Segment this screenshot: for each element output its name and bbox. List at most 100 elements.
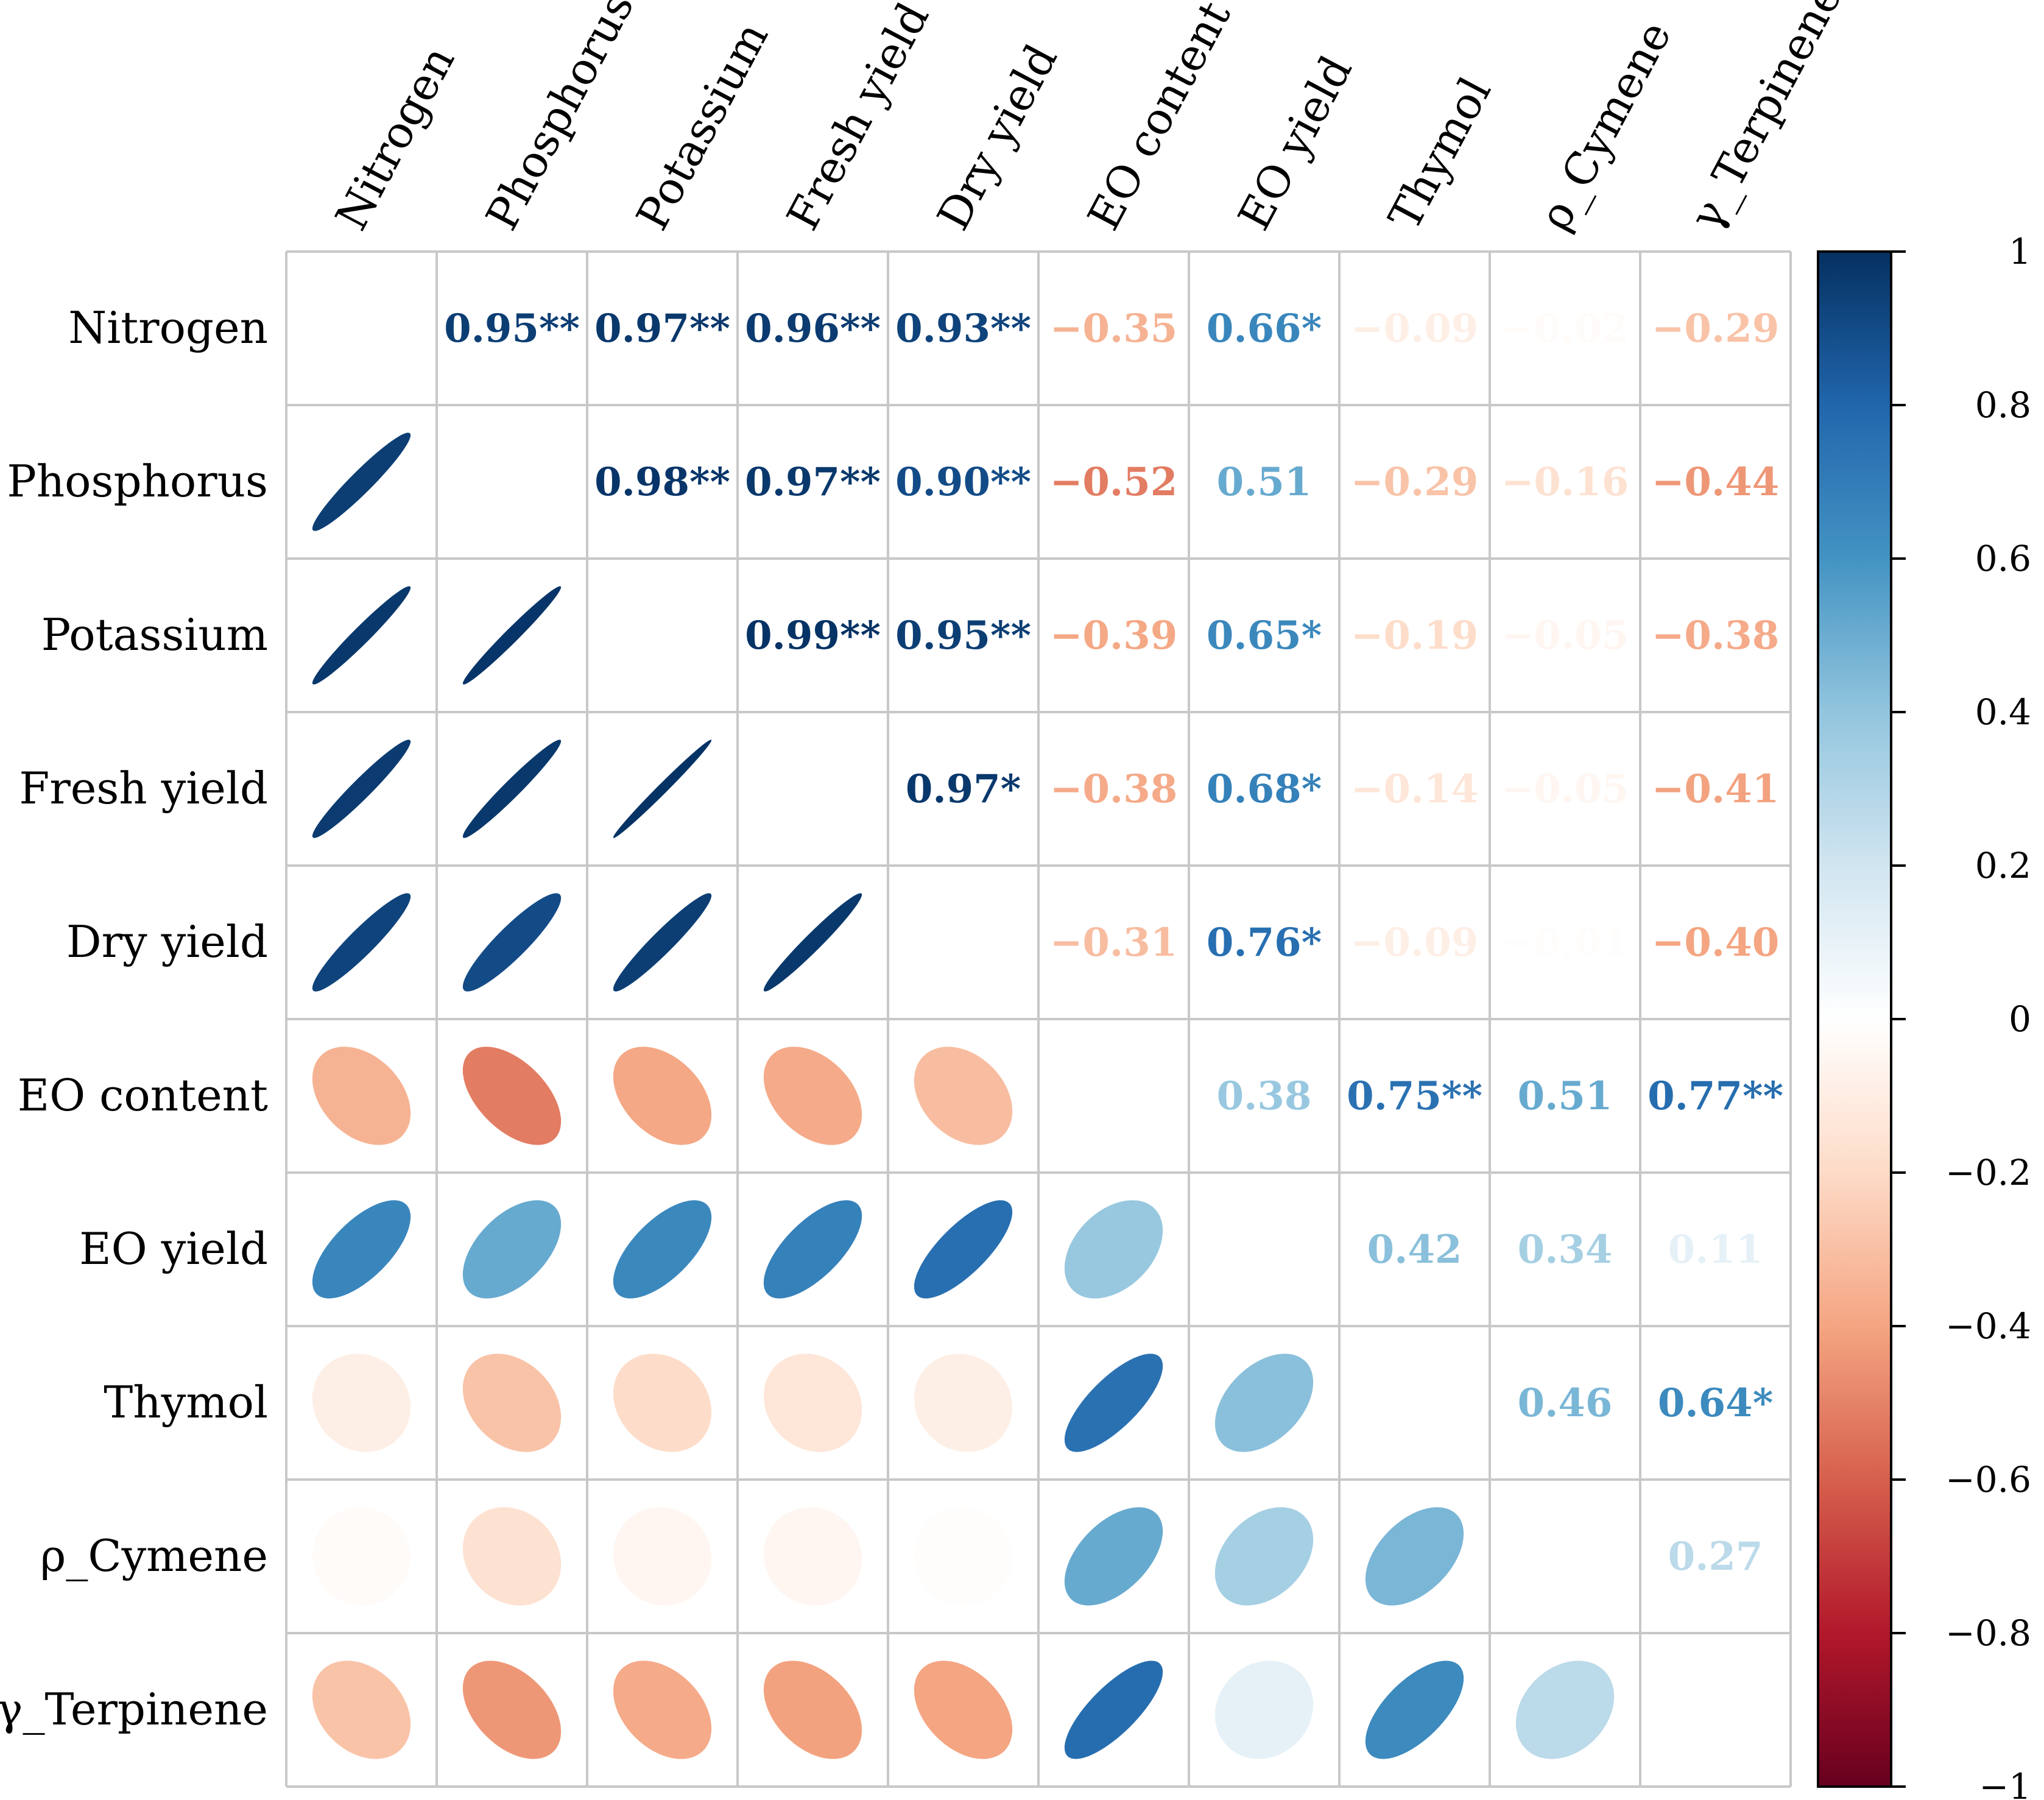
corr-label: −0.05 <box>1501 766 1629 812</box>
corr-label: −0.09 <box>1351 920 1479 965</box>
ellipse-EO yield-Fresh yield <box>763 1200 862 1299</box>
row-label: ρ_Cymene <box>40 1530 268 1581</box>
column-label: EO yield <box>1228 48 1362 238</box>
corr-label: −0.16 <box>1501 459 1629 505</box>
colorbar-tick-label: −1 <box>1979 1766 2032 1800</box>
ellipse-Dry yield-Fresh yield <box>763 893 862 992</box>
ellipse-Fresh yield-Nitrogen <box>312 739 411 838</box>
corr-label: 0.66* <box>1207 306 1322 351</box>
colorbar-tick-label: 0.8 <box>1975 384 2031 426</box>
row-label: Fresh yield <box>19 763 268 814</box>
colorbar-tick-label: −0.2 <box>1945 1152 2031 1193</box>
ellipse-Thymol-EO yield <box>1214 1354 1314 1452</box>
corr-label: −0.38 <box>1050 766 1178 812</box>
colorbar-tick-label: −0.4 <box>1945 1305 2031 1347</box>
row-label: EO yield <box>79 1223 268 1274</box>
corr-label: 0.51 <box>1217 459 1312 505</box>
column-label: Potassium <box>626 14 778 238</box>
corr-label: 0.64* <box>1658 1380 1773 1426</box>
corr-label: 0.65* <box>1207 613 1322 658</box>
ellipse-γ_Terpinene-EO yield <box>1214 1661 1314 1759</box>
corr-label: 0.76* <box>1207 920 1322 965</box>
ellipse-γ_Terpinene-ρ_Cymene <box>1515 1661 1615 1759</box>
corr-label: 0.95** <box>444 306 580 351</box>
corr-label: 0.93** <box>895 306 1031 351</box>
corr-label: 0.51 <box>1518 1073 1613 1119</box>
corr-label: 0.95** <box>895 613 1031 658</box>
ellipse-ρ_Cymene-Thymol <box>1365 1507 1464 1606</box>
ellipse-EO content-Dry yield <box>914 1046 1013 1145</box>
corr-label: −0.02 <box>1501 306 1629 351</box>
ellipse-ρ_Cymene-Phosphorus <box>462 1507 562 1606</box>
corr-label: 0.27 <box>1668 1534 1763 1579</box>
column-label: Fresh yield <box>777 0 939 238</box>
ellipse-Potassium-Phosphorus <box>462 586 562 685</box>
corr-label: 0.68* <box>1207 766 1322 812</box>
ellipse-Dry yield-Phosphorus <box>462 893 562 992</box>
ellipse-γ_Terpinene-Nitrogen <box>312 1661 411 1759</box>
corr-label: 0.75** <box>1347 1073 1482 1119</box>
ellipse-EO content-Phosphorus <box>462 1046 562 1145</box>
grid <box>285 250 1792 1788</box>
corr-label: 0.97** <box>745 459 881 505</box>
corr-label: 0.98** <box>594 459 730 505</box>
colorbar: 1 0.8 0.6 0.4 0.2 0 −0.2 −0.4 −0.6 −0.8 −1 <box>1817 231 2032 1800</box>
ellipse-EO yield-Potassium <box>613 1200 712 1299</box>
ellipse-ρ_Cymene-EO content <box>1064 1507 1163 1606</box>
corr-label: −0.29 <box>1652 306 1780 351</box>
corr-label: 0.97* <box>906 766 1021 812</box>
corr-label: −0.09 <box>1351 306 1479 351</box>
ellipse-ρ_Cymene-Nitrogen <box>312 1507 411 1606</box>
matrix-cells: 0.95** 0.97** 0.96** 0.93** −0.35 0.66* −0.09−… <box>312 306 1783 1759</box>
ellipse-γ_Terpinene-EO content <box>1064 1661 1163 1759</box>
ellipse-Dry yield-Nitrogen <box>312 893 411 992</box>
corr-label: 0.38 <box>1217 1073 1312 1119</box>
corr-label: −0.35 <box>1050 306 1178 351</box>
ellipse-Dry yield-Potassium <box>613 893 712 992</box>
corr-label: 0.96** <box>745 306 881 351</box>
row-label: γ_Terpinene <box>0 1684 268 1735</box>
ellipse-EO yield-Nitrogen <box>312 1200 411 1299</box>
row-label: Thymol <box>104 1377 268 1428</box>
column-label: γ_Terpinene <box>1679 0 1852 238</box>
corr-label: −0.14 <box>1351 766 1479 812</box>
ellipse-ρ_Cymene-Fresh yield <box>763 1507 862 1606</box>
ellipse-EO yield-Phosphorus <box>462 1200 562 1299</box>
ellipse-ρ_Cymene-Dry yield <box>914 1507 1013 1606</box>
ellipse-Fresh yield-Potassium <box>613 739 712 838</box>
column-label: Thymol <box>1378 69 1501 238</box>
colorbar-gradient <box>1817 250 1892 1788</box>
ellipse-Thymol-EO content <box>1064 1354 1163 1452</box>
colorbar-tick-label: 0.2 <box>1975 845 2031 886</box>
colorbar-tick-label: −0.8 <box>1945 1612 2031 1654</box>
ellipse-γ_Terpinene-Phosphorus <box>462 1661 562 1759</box>
ellipse-Thymol-Nitrogen <box>312 1354 411 1452</box>
corr-label: −0.29 <box>1351 459 1479 505</box>
ellipse-EO content-Fresh yield <box>763 1046 862 1145</box>
ellipse-γ_Terpinene-Dry yield <box>914 1661 1013 1759</box>
colorbar-tick-label: 0.6 <box>1975 538 2031 579</box>
corr-label: 0.77** <box>1648 1073 1783 1119</box>
corr-label: −0.19 <box>1351 613 1479 658</box>
row-label: Dry yield <box>66 916 268 967</box>
row-label: Phosphorus <box>7 456 268 507</box>
corr-label: 0.42 <box>1367 1227 1462 1272</box>
corr-label: −0.52 <box>1050 459 1178 505</box>
corr-label: 0.97** <box>594 306 730 351</box>
ellipse-Potassium-Nitrogen <box>312 586 411 685</box>
corr-label: −0.40 <box>1652 920 1780 965</box>
corr-label: 0.46 <box>1518 1380 1613 1426</box>
ellipse-EO content-Nitrogen <box>312 1046 411 1145</box>
ellipse-Thymol-Phosphorus <box>462 1354 562 1452</box>
corr-label: −0.05 <box>1501 613 1629 658</box>
corr-label: 0.11 <box>1668 1227 1763 1272</box>
ellipse-Phosphorus-Nitrogen <box>312 432 411 531</box>
colorbar-tick-label: 0.4 <box>1975 691 2031 733</box>
ellipse-EO yield-Dry yield <box>914 1200 1013 1299</box>
column-label: Dry yield <box>927 36 1067 238</box>
colorbar-tick-label: −0.6 <box>1945 1459 2031 1500</box>
ellipse-γ_Terpinene-Potassium <box>613 1661 712 1759</box>
ellipse-ρ_Cymene-Potassium <box>613 1507 712 1606</box>
